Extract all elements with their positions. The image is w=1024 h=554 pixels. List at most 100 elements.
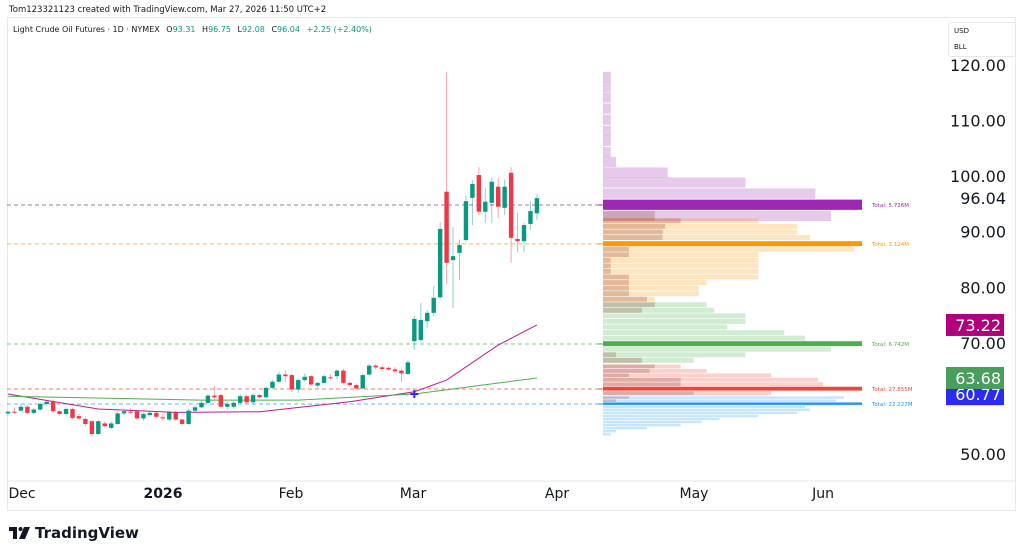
candle-body xyxy=(31,409,36,413)
volume-profile-row xyxy=(603,210,831,221)
candle-body xyxy=(379,367,385,369)
close-label: C xyxy=(271,25,278,34)
candle-body xyxy=(528,211,533,224)
candle-body xyxy=(231,402,236,407)
volume-profile-row xyxy=(603,399,837,402)
volume-profile-row xyxy=(603,307,715,313)
candle-body xyxy=(218,395,224,407)
volume-profile-down-volume xyxy=(603,210,655,221)
high-value: 96.75 xyxy=(208,25,231,34)
time-tick-label: Mar xyxy=(400,486,427,502)
volume-profile-down-volume xyxy=(603,368,650,373)
volume-profile-row xyxy=(603,167,668,178)
volume-profile-row xyxy=(603,229,798,235)
volume-profile-total-label: Total: 6.742M xyxy=(871,342,909,348)
candle-body xyxy=(360,375,365,389)
volume-profile-row xyxy=(603,341,862,347)
volume-profile-down-volume xyxy=(603,352,616,358)
volume-profile-row xyxy=(603,71,611,83)
tradingview-logo[interactable]: TradingView xyxy=(9,524,139,542)
time-tick-label: Jun xyxy=(811,486,834,502)
candle-body xyxy=(44,401,49,404)
volume-profile-down-volume xyxy=(603,364,655,369)
volume-profile-down-volume xyxy=(603,252,629,258)
moving-averages xyxy=(7,324,538,413)
volume-profile-row xyxy=(603,188,816,199)
chart-credit: Tom123321123 created with TradingView.co… xyxy=(9,5,327,15)
tradingview-logo-icon xyxy=(9,527,30,539)
volume-profile-row xyxy=(603,135,611,146)
ma-value-badge: 73.22 xyxy=(955,316,1001,335)
volume-profile-row xyxy=(603,346,831,352)
candle-body xyxy=(192,407,198,411)
candles xyxy=(5,72,540,436)
price-badge-blue: 60.77 xyxy=(955,385,1001,404)
volume-profile-row xyxy=(603,199,862,210)
candle-body xyxy=(102,423,107,427)
volume-profile-row xyxy=(603,218,759,224)
candle-body xyxy=(302,376,307,381)
candle-body xyxy=(63,408,69,414)
volume-profile-row xyxy=(603,318,746,324)
candle-body xyxy=(367,365,372,375)
candle-body xyxy=(283,374,288,377)
candle-body xyxy=(25,406,30,413)
candle-body xyxy=(250,395,256,403)
volume-profile-row xyxy=(603,352,746,358)
volume-profile-row xyxy=(603,274,759,280)
volume-profile-row xyxy=(603,302,707,308)
volume-profile-row xyxy=(603,377,818,382)
candle-body xyxy=(386,367,391,370)
volume-profile-down-volume xyxy=(603,382,681,387)
ma-value-badge: 63.68 xyxy=(955,369,1001,388)
tradingview-logo-text: TradingView xyxy=(35,524,139,542)
unit-label[interactable]: BLL xyxy=(954,43,967,51)
ma-value-badge-bg xyxy=(946,313,1004,336)
candle-body xyxy=(141,413,146,419)
candle-body xyxy=(12,411,17,413)
moving-average-line xyxy=(7,324,538,413)
volume-profile-down-volume xyxy=(603,396,629,399)
candle-body xyxy=(115,413,120,424)
candle-body xyxy=(483,201,488,212)
volume-profile-down-volume xyxy=(603,229,663,235)
volume-profile-down-volume xyxy=(603,235,663,241)
candle-body xyxy=(167,412,172,420)
volume-profile-total-label: Total: 5.726M xyxy=(871,203,909,209)
candle-body xyxy=(276,374,282,382)
volume-profile-row xyxy=(603,324,728,330)
candle-body xyxy=(186,410,191,424)
currency-unit-selector[interactable]: USD BLL xyxy=(948,22,1016,57)
volume-profile-row xyxy=(603,423,681,427)
candle-body xyxy=(225,403,230,407)
volume-profile-row xyxy=(603,382,824,387)
candle-body xyxy=(18,406,24,411)
volume-profile-total-label: Total: 3.124M xyxy=(871,242,909,248)
volume-profile-down-volume xyxy=(603,373,629,378)
candle-body xyxy=(83,418,88,424)
volume-profile-row xyxy=(603,411,798,415)
candle-body xyxy=(238,396,243,403)
time-tick-label: Dec xyxy=(8,486,35,502)
candle-body xyxy=(457,245,462,253)
time-tick-label: Feb xyxy=(279,486,304,502)
candle-body xyxy=(418,320,423,341)
price-tick-label: 50.00 xyxy=(960,445,1006,464)
last-price-label: 96.04 xyxy=(960,189,1006,208)
currency-label[interactable]: USD xyxy=(954,27,969,35)
candle-body xyxy=(354,385,359,389)
candle-body xyxy=(470,183,475,198)
candle-body xyxy=(160,417,165,419)
volume-profile-row xyxy=(603,429,616,433)
volume-profile-row xyxy=(603,125,611,136)
candle-body xyxy=(89,421,95,434)
volume-profile-row xyxy=(603,433,611,436)
price-axis: 120.00 110.00 100.00 90.00 80.00 70.00 50.00 96… xyxy=(946,56,1006,464)
volume-profile-row xyxy=(603,373,772,378)
candle-body xyxy=(341,370,346,383)
volume-profile-down-volume xyxy=(603,302,655,308)
candle-body xyxy=(173,412,178,420)
volume-profile-down-volume xyxy=(603,246,629,252)
candle-body xyxy=(70,408,75,418)
